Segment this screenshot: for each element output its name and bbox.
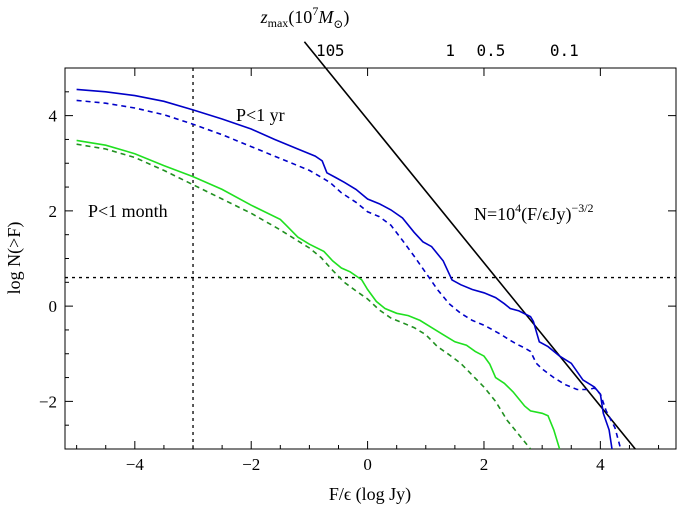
y-tick-label: −2 bbox=[39, 392, 57, 411]
x-tick-label: 0 bbox=[363, 455, 372, 474]
plot-frame bbox=[64, 67, 677, 450]
top-axis-sup: 7 bbox=[312, 4, 318, 18]
reference-lines bbox=[65, 68, 676, 449]
top-ticks: 10 5 1 0.5 0.1 bbox=[316, 41, 579, 60]
top-axis-sub: max bbox=[268, 16, 289, 30]
powerlaw-mid: (F/ϵJy) bbox=[521, 204, 571, 225]
series-line bbox=[76, 99, 622, 449]
x-tick-label: −4 bbox=[126, 455, 145, 474]
y-tick-label: 2 bbox=[49, 202, 58, 221]
powerlaw-line-extension bbox=[303, 41, 327, 69]
series-line bbox=[76, 143, 532, 449]
powerlaw-label: N=10 bbox=[474, 204, 515, 224]
top-tick-label: 5 bbox=[335, 41, 345, 60]
top-axis-title: zmax(107M⊙) bbox=[260, 4, 350, 31]
axis-ticks bbox=[65, 67, 676, 450]
top-axis-msub: ⊙ bbox=[333, 17, 343, 31]
axis-tick-labels: −4 −2 0 2 4 −2 0 2 4 bbox=[39, 107, 605, 474]
top-axis-close: ) bbox=[343, 7, 349, 28]
top-axis-m: M bbox=[317, 7, 334, 27]
x-tick-label: 2 bbox=[480, 455, 489, 474]
annotation-p-month: P<1 month bbox=[88, 201, 168, 221]
series-lines bbox=[76, 88, 622, 449]
annotation-p-year: P<1 yr bbox=[236, 105, 285, 125]
y-tick-label: 0 bbox=[49, 297, 58, 316]
top-tick-label: 0.5 bbox=[477, 41, 506, 60]
y-axis-title: log N(>F) bbox=[4, 222, 25, 295]
powerlaw-sup2: −3/2 bbox=[571, 201, 593, 215]
top-tick-label: 10 bbox=[316, 41, 335, 60]
powerlaw-sup1: 4 bbox=[515, 201, 521, 215]
top-tick-label: 0.1 bbox=[550, 41, 579, 60]
top-tick-label: 1 bbox=[445, 41, 455, 60]
x-tick-label: −2 bbox=[242, 455, 260, 474]
y-tick-label: 4 bbox=[49, 107, 58, 126]
series-line bbox=[76, 88, 613, 449]
top-axis-z: z bbox=[260, 7, 268, 27]
x-axis-title: F/ϵ (log Jy) bbox=[329, 484, 411, 505]
x-tick-label: 4 bbox=[596, 455, 605, 474]
series-line bbox=[76, 139, 561, 449]
annotation-powerlaw: N=104(F/ϵJy)−3/2 bbox=[474, 201, 594, 225]
top-axis-mid: (10 bbox=[288, 7, 312, 28]
powerlaw-line bbox=[325, 68, 636, 449]
